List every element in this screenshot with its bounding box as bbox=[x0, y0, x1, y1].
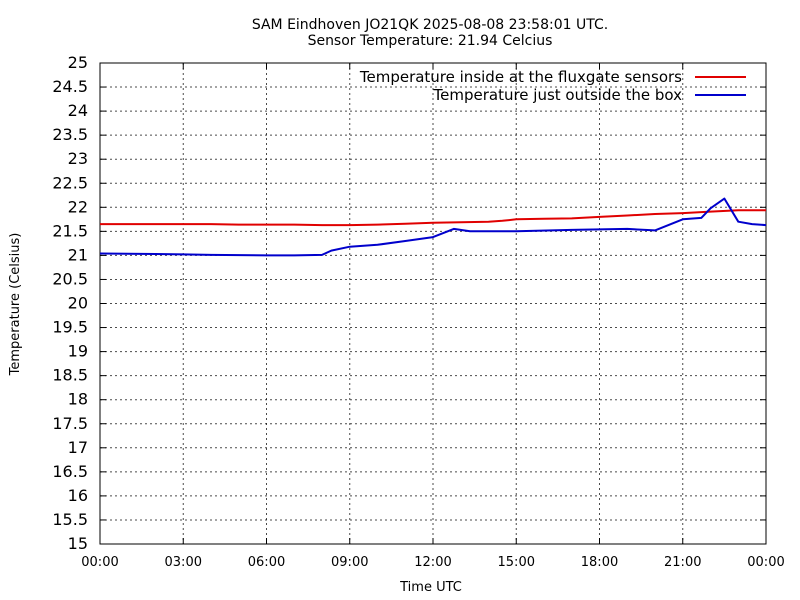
y-tick-label: 22 bbox=[68, 197, 88, 216]
x-tick-label: 00:00 bbox=[747, 555, 784, 570]
y-tick-label: 20 bbox=[68, 294, 88, 313]
x-tick-label: 15:00 bbox=[498, 555, 535, 570]
y-tick-label: 24.5 bbox=[52, 77, 88, 96]
x-tick-label: 18:00 bbox=[581, 555, 618, 570]
x-tick-label: 09:00 bbox=[331, 555, 368, 570]
y-axis-label: Temperature (Celsius) bbox=[8, 233, 23, 377]
x-tick-label: 21:00 bbox=[664, 555, 701, 570]
x-tick-label: 12:00 bbox=[414, 555, 451, 570]
y-tick-label: 19.5 bbox=[52, 318, 88, 337]
x-tick-label: 06:00 bbox=[248, 555, 285, 570]
x-axis-ticks: 00:00 03:00 06:00 09:00 12:00 15:00 18:00 21:00… bbox=[81, 63, 785, 570]
y-axis-ticks: 15 15.5 16 16.5 17 17.5 18 18.5 19 19.5 20 20.5 21 21… bbox=[52, 53, 766, 553]
chart-title: SAM Eindhoven JO21QK 2025-08-08 23:58:01… bbox=[252, 17, 608, 33]
y-tick-label: 25 bbox=[68, 53, 88, 72]
series-line-outside bbox=[99, 197, 767, 257]
y-tick-label: 16 bbox=[68, 486, 88, 505]
legend-label-outside: Temperature just outside the box bbox=[433, 86, 683, 104]
y-tick-label: 22.5 bbox=[52, 173, 88, 192]
y-tick-label: 23.5 bbox=[52, 125, 88, 144]
y-tick-label: 16.5 bbox=[52, 462, 88, 481]
grid bbox=[100, 63, 766, 544]
y-tick-label: 19 bbox=[68, 342, 88, 361]
y-tick-label: 21 bbox=[68, 245, 88, 264]
y-tick-label: 17 bbox=[68, 438, 88, 457]
x-tick-label: 03:00 bbox=[165, 555, 202, 570]
x-axis-label: Time UTC bbox=[399, 580, 462, 595]
series-line-inside bbox=[100, 209, 766, 227]
x-tick-label: 00:00 bbox=[81, 555, 118, 570]
y-tick-label: 17.5 bbox=[52, 414, 88, 433]
legend-label-inside: Temperature inside at the fluxgate senso… bbox=[359, 68, 682, 86]
chart-subtitle: Sensor Temperature: 21.94 Celcius bbox=[308, 33, 553, 49]
y-tick-label: 15.5 bbox=[52, 510, 88, 529]
y-tick-label: 15 bbox=[68, 534, 88, 553]
legend: Temperature inside at the fluxgate senso… bbox=[359, 68, 746, 104]
y-tick-label: 23 bbox=[68, 149, 88, 168]
y-tick-label: 24 bbox=[68, 101, 88, 120]
y-tick-label: 18.5 bbox=[52, 366, 88, 385]
y-tick-label: 18 bbox=[68, 390, 88, 409]
y-tick-label: 20.5 bbox=[52, 269, 88, 288]
series-lines bbox=[99, 197, 767, 257]
y-tick-label: 21.5 bbox=[52, 221, 88, 240]
